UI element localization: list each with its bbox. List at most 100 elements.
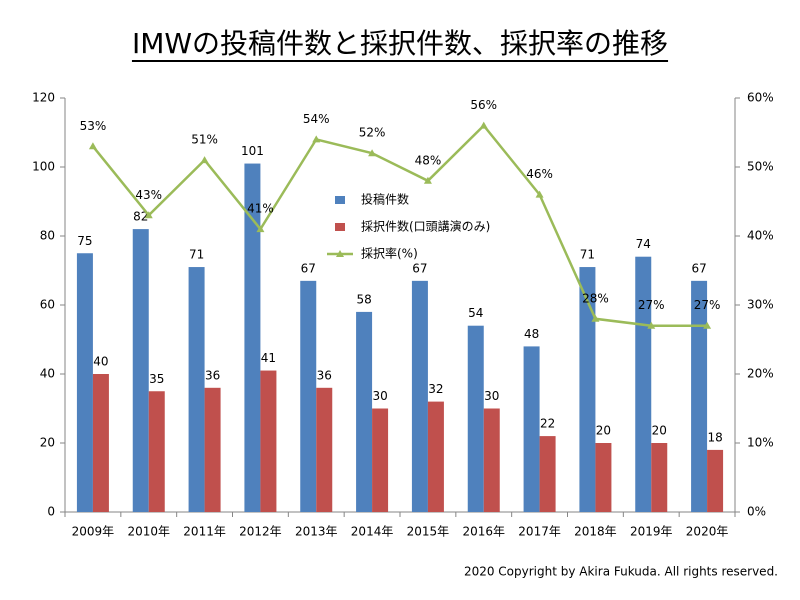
line-marker	[256, 225, 265, 233]
line-value-label: 52%	[359, 126, 386, 140]
bar	[188, 267, 205, 512]
bar-value-label: 101	[241, 144, 264, 158]
bar	[707, 449, 724, 512]
bar-value-label: 82	[133, 210, 148, 224]
bar	[260, 370, 277, 512]
bar-value-label: 32	[428, 382, 443, 396]
x-tick-label: 2009年	[72, 525, 115, 539]
bar	[76, 253, 93, 512]
y2-tick-label: 40%	[747, 229, 774, 243]
bar-value-label: 36	[205, 368, 220, 382]
y2-tick-label: 0%	[747, 505, 766, 519]
footer: 2020 Copyright by Akira Fukuda. All righ…	[464, 565, 778, 579]
bar-value-label: 22	[540, 417, 555, 431]
bar-value-label: 54	[468, 306, 483, 320]
y-tick-label: 100	[32, 160, 55, 174]
y-tick-label: 80	[40, 229, 55, 243]
bar	[427, 401, 444, 512]
bar-value-label: 20	[596, 424, 611, 438]
bar-value-label: 40	[93, 355, 108, 369]
y-tick-label: 40	[40, 367, 55, 381]
bar-value-label: 30	[372, 389, 387, 403]
legend-swatch	[335, 223, 345, 231]
line-marker	[312, 135, 321, 143]
y-tick-label: 20	[40, 436, 55, 450]
bar-value-label: 18	[707, 430, 722, 444]
bar-value-label: 67	[691, 261, 706, 275]
line-marker	[703, 321, 712, 329]
line-marker	[200, 156, 209, 164]
chart-title: IMWの投稿件数と採択件数、採択率の推移	[132, 27, 668, 60]
bar-value-label: 20	[652, 424, 667, 438]
y2-tick-label: 10%	[747, 436, 774, 450]
bar	[92, 374, 109, 512]
bar	[691, 280, 708, 512]
bar-value-label: 71	[580, 248, 595, 262]
line-marker	[647, 321, 656, 329]
bar	[651, 443, 668, 512]
bar	[132, 229, 149, 512]
y2-tick-label: 20%	[747, 367, 774, 381]
y2-tick-label: 30%	[747, 298, 774, 312]
bar-value-label: 71	[189, 248, 204, 262]
y-tick-label: 60	[40, 298, 55, 312]
legend-label: 採択件数(口頭講演のみ)	[361, 219, 490, 234]
line-marker	[88, 142, 97, 150]
y-tick-label: 120	[32, 91, 55, 105]
line-marker	[535, 190, 544, 198]
bar	[635, 256, 652, 512]
y2-tick-label: 50%	[747, 160, 774, 174]
bar	[372, 408, 389, 512]
x-tick-label: 2017年	[518, 525, 561, 539]
line-value-label: 28%	[582, 291, 609, 305]
legend-swatch	[335, 196, 345, 204]
bar-value-label: 67	[412, 261, 427, 275]
bar	[595, 443, 612, 512]
legend-label: 採択率(%)	[361, 246, 418, 261]
line-value-label: 46%	[526, 167, 553, 181]
line-value-label: 41%	[247, 202, 274, 216]
bar	[204, 387, 221, 512]
bar-value-label: 75	[77, 234, 92, 248]
bar-value-label: 74	[636, 237, 651, 251]
bar	[300, 280, 317, 512]
y2-tick-label: 60%	[747, 91, 774, 105]
line-value-label: 27%	[638, 298, 665, 312]
bar-value-label: 35	[149, 372, 164, 386]
bar	[316, 387, 333, 512]
x-tick-label: 2010年	[127, 525, 170, 539]
x-tick-label: 2015年	[407, 525, 450, 539]
bar	[244, 163, 261, 513]
line-value-label: 48%	[415, 153, 442, 167]
line-marker	[423, 176, 432, 184]
bar	[467, 325, 484, 512]
x-tick-label: 2013年	[295, 525, 338, 539]
bar	[148, 391, 165, 512]
line-marker	[591, 314, 600, 322]
bar-value-label: 30	[484, 389, 499, 403]
bar	[483, 408, 500, 512]
line-value-label: 51%	[191, 133, 218, 147]
x-tick-label: 2019年	[630, 525, 673, 539]
x-tick-label: 2014年	[351, 525, 394, 539]
bar	[523, 346, 540, 512]
bar-value-label: 48	[524, 327, 539, 341]
x-tick-label: 2016年	[462, 525, 505, 539]
bar-value-label: 58	[356, 292, 371, 306]
x-tick-label: 2012年	[239, 525, 282, 539]
line-value-label: 56%	[470, 98, 497, 112]
bar	[539, 436, 556, 512]
line-value-label: 54%	[303, 112, 330, 126]
x-tick-label: 2020年	[686, 525, 729, 539]
legend-label: 投稿件数	[361, 192, 409, 207]
bar	[579, 267, 596, 512]
line-value-label: 43%	[135, 188, 162, 202]
line-marker	[479, 121, 488, 129]
x-tick-label: 2011年	[183, 525, 226, 539]
bar	[411, 280, 428, 512]
bar-value-label: 67	[301, 261, 316, 275]
bar-value-label: 41	[261, 351, 276, 365]
y-tick-label: 0	[47, 505, 55, 519]
legend-marker	[336, 250, 344, 257]
